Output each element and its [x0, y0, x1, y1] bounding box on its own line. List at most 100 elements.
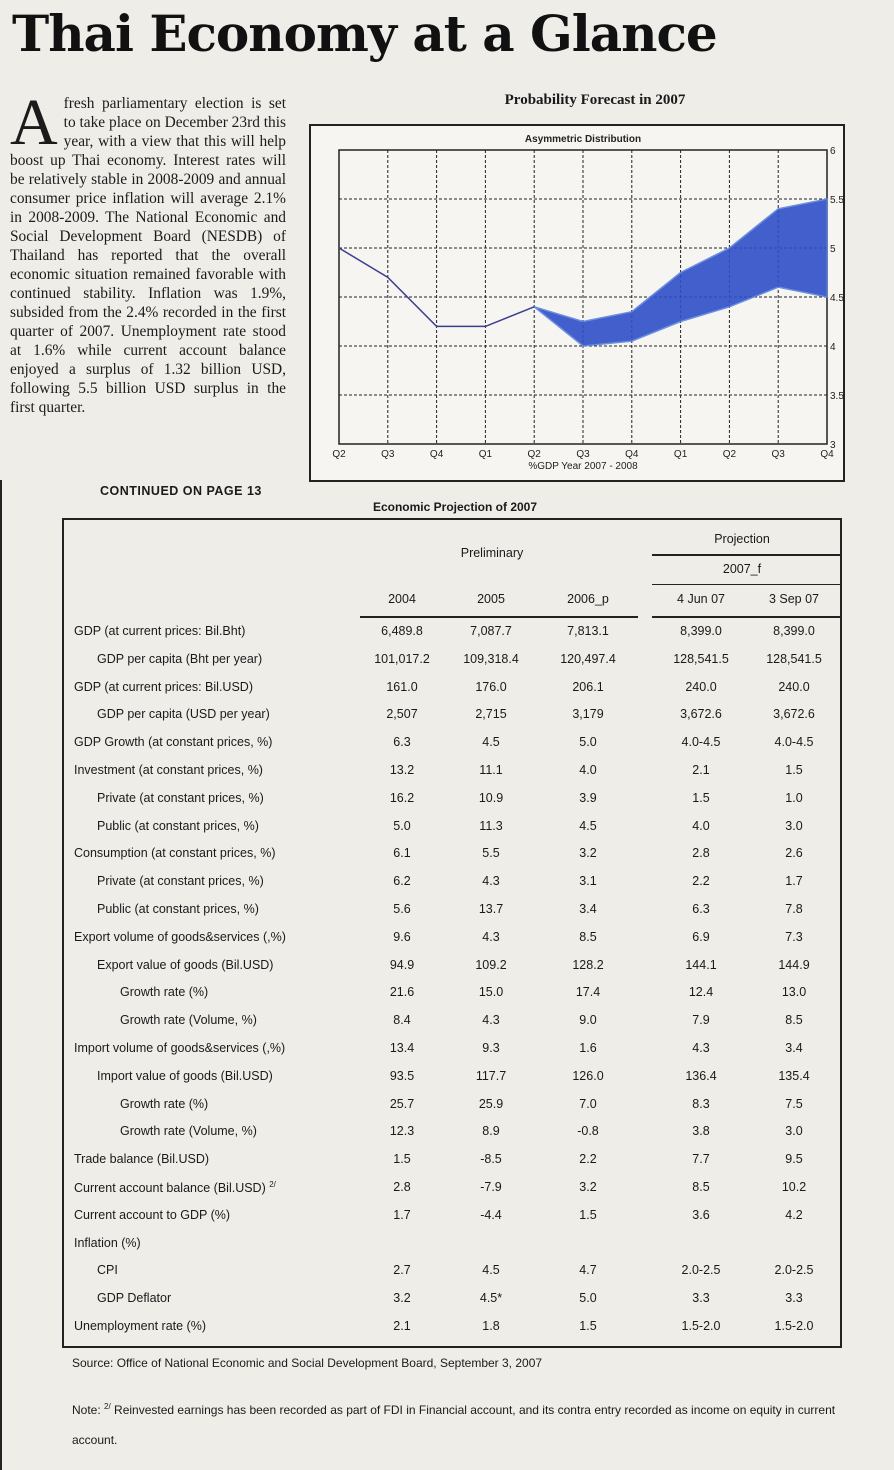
- column-header: 2006_p: [567, 592, 609, 606]
- table-cell: 7.0: [579, 1096, 597, 1111]
- table-cell: 15.0: [478, 985, 504, 1000]
- table-cell: 4.5*: [479, 1291, 503, 1306]
- table-cell: 120,497.4: [560, 651, 616, 666]
- table-cell: 1.5: [785, 763, 803, 777]
- header-rule: [652, 554, 840, 556]
- y-tick-label: 3: [830, 440, 836, 451]
- table-cell: -0.8: [577, 1124, 599, 1139]
- table-row: Growth rate (%) 21.6 15.0 17.4 12.4 13.0: [64, 985, 840, 1011]
- x-tick-label: Q1: [674, 449, 688, 460]
- header-rule: [360, 616, 638, 618]
- table-cell: 144.9: [778, 957, 810, 972]
- y-tick-label: 4.5: [830, 293, 843, 304]
- y-tick-label: 5: [830, 244, 836, 255]
- continued-link[interactable]: CONTINUED ON PAGE 13: [100, 484, 262, 498]
- row-label-text: CPI: [97, 1263, 118, 1278]
- table-row: GDP per capita (Bht per year) 101,017.2 10…: [64, 652, 840, 678]
- column-header: 4 Jun 07: [677, 592, 725, 606]
- table-cell: 4.3: [692, 1041, 710, 1055]
- row-label: Export volume of goods&services (,%): [74, 930, 286, 944]
- row-label: Import value of goods (Bil.USD): [97, 1069, 273, 1083]
- row-label-text: Public (at constant prices, %): [97, 902, 259, 916]
- row-label-text: GDP Growth (at constant prices, %): [74, 735, 273, 750]
- row-label: GDP (at current prices: Bil.USD): [74, 680, 253, 694]
- article-text: fresh parliamentary election is set to t…: [10, 95, 286, 416]
- row-label-text: GDP Deflator: [97, 1291, 172, 1306]
- table-cell: 2,507: [386, 707, 418, 722]
- table-row: Growth rate (Volume, %) 8.4 4.3 9.0 7.9 8.5: [64, 1013, 840, 1039]
- x-tick-label: Q2: [332, 449, 346, 460]
- table-row: Current account to GDP (%) 1.7 -4.4 1.5 3.6 4…: [64, 1208, 840, 1234]
- row-label-text: Public (at constant prices, %): [97, 818, 259, 833]
- table-cell: 161.0: [386, 679, 418, 694]
- table-cell: 25.7: [389, 1096, 415, 1111]
- row-label: Unemployment rate (%): [74, 1319, 206, 1333]
- table-cell: 3.2: [579, 846, 597, 861]
- table-cell: 2.8: [692, 846, 710, 861]
- row-label-text: Import volume of goods&services (,%): [74, 1041, 286, 1055]
- table-cell: 2.2: [692, 874, 710, 889]
- table-cell: 10.9: [478, 790, 504, 805]
- table-row: CPI 2.7 4.5 4.7 2.0-2.5 2.0-2.5: [64, 1263, 840, 1289]
- note-text: Reinvested earnings has been recorded as…: [72, 1403, 836, 1447]
- x-tick-label: Q4: [820, 449, 834, 460]
- table-cell: 3.2: [393, 1291, 411, 1306]
- row-label: Current account to GDP (%): [74, 1208, 230, 1222]
- table-row: GDP per capita (USD per year) 2,507 2,715 3…: [64, 707, 840, 733]
- table-row: Unemployment rate (%) 2.1 1.8 1.5 1.5-2.0 1.5…: [64, 1319, 840, 1345]
- table-cell: 117.7: [475, 1068, 507, 1083]
- row-label-text: Trade balance (Bil.USD): [74, 1152, 210, 1167]
- chart-subtitle: Asymmetric Distribution: [525, 134, 641, 145]
- table-row: Import volume of goods&services (,%) 13.4…: [64, 1041, 840, 1067]
- table-row: GDP (at current prices: Bil.USD) 161.0 176…: [64, 680, 840, 706]
- table-cell: 2.1: [393, 1319, 411, 1333]
- table-cell: 9.6: [393, 929, 411, 944]
- row-label-text: Export value of goods (Bil.USD): [97, 957, 274, 972]
- row-label: Growth rate (Volume, %): [120, 1013, 257, 1027]
- table-cell: 6.3: [393, 735, 411, 750]
- table-cell: 94.9: [389, 957, 415, 972]
- table-cell: 2.7: [393, 1263, 411, 1278]
- table-cell: 8.4: [393, 1013, 411, 1028]
- table-cell: 136.4: [685, 1068, 717, 1083]
- note-prefix: Note:: [72, 1403, 101, 1417]
- table-cell: 7.5: [785, 1096, 803, 1111]
- table-cell: 4.2: [785, 1207, 803, 1222]
- table-cell: 21.6: [389, 985, 415, 1000]
- table-row: GDP Growth (at constant prices, %) 6.3 4.5…: [64, 735, 840, 761]
- table-cell: 3.0: [785, 818, 803, 833]
- table-cell: 1.8: [482, 1319, 500, 1333]
- table-cell: 6,489.8: [381, 624, 423, 638]
- row-label: CPI: [97, 1263, 118, 1277]
- table-row: Investment (at constant prices, %) 13.2 11…: [64, 763, 840, 789]
- table-cell: 4.3: [482, 929, 500, 944]
- table-cell: 7.8: [785, 902, 803, 916]
- table-cell: 1.5-2.0: [681, 1319, 721, 1333]
- header-rule: [652, 616, 840, 618]
- table-cell: 13.7: [478, 902, 504, 916]
- row-label: Public (at constant prices, %): [97, 902, 259, 916]
- column-header: 2005: [477, 592, 505, 606]
- table-row: Trade balance (Bil.USD) 1.5 -8.5 2.2 7.7 9.5: [64, 1152, 840, 1178]
- table-row: Export value of goods (Bil.USD) 94.9 109.2…: [64, 958, 840, 984]
- table-cell: 9.0: [579, 1013, 597, 1028]
- table-cell: 2.2: [579, 1152, 597, 1167]
- row-label-text: Export volume of goods&services (,%): [74, 929, 286, 944]
- table-cell: 1.0: [785, 790, 803, 805]
- row-label-text: Unemployment rate (%): [74, 1319, 206, 1333]
- table-cell: 7,087.7: [470, 624, 512, 638]
- table-cell: 128,541.5: [673, 651, 729, 666]
- row-label-text: Private (at constant prices, %): [97, 790, 264, 805]
- table-cell: 5.5: [482, 846, 500, 861]
- table-cell: 13.2: [389, 763, 415, 777]
- table-cell: 101,017.2: [374, 651, 430, 666]
- table-row: Consumption (at constant prices, %) 6.1 5.…: [64, 846, 840, 872]
- table-cell: 135.4: [778, 1068, 810, 1083]
- row-label: Current account balance (Bil.USD) 2/: [74, 1180, 276, 1195]
- table-cell: 5.6: [393, 902, 411, 916]
- table-cell: 7.9: [692, 1013, 710, 1028]
- table-cell: 3.1: [579, 874, 597, 889]
- table-title: Economic Projection of 2007: [372, 500, 538, 514]
- table-cell: 7.3: [785, 929, 803, 944]
- y-tick-label: 4: [830, 342, 836, 353]
